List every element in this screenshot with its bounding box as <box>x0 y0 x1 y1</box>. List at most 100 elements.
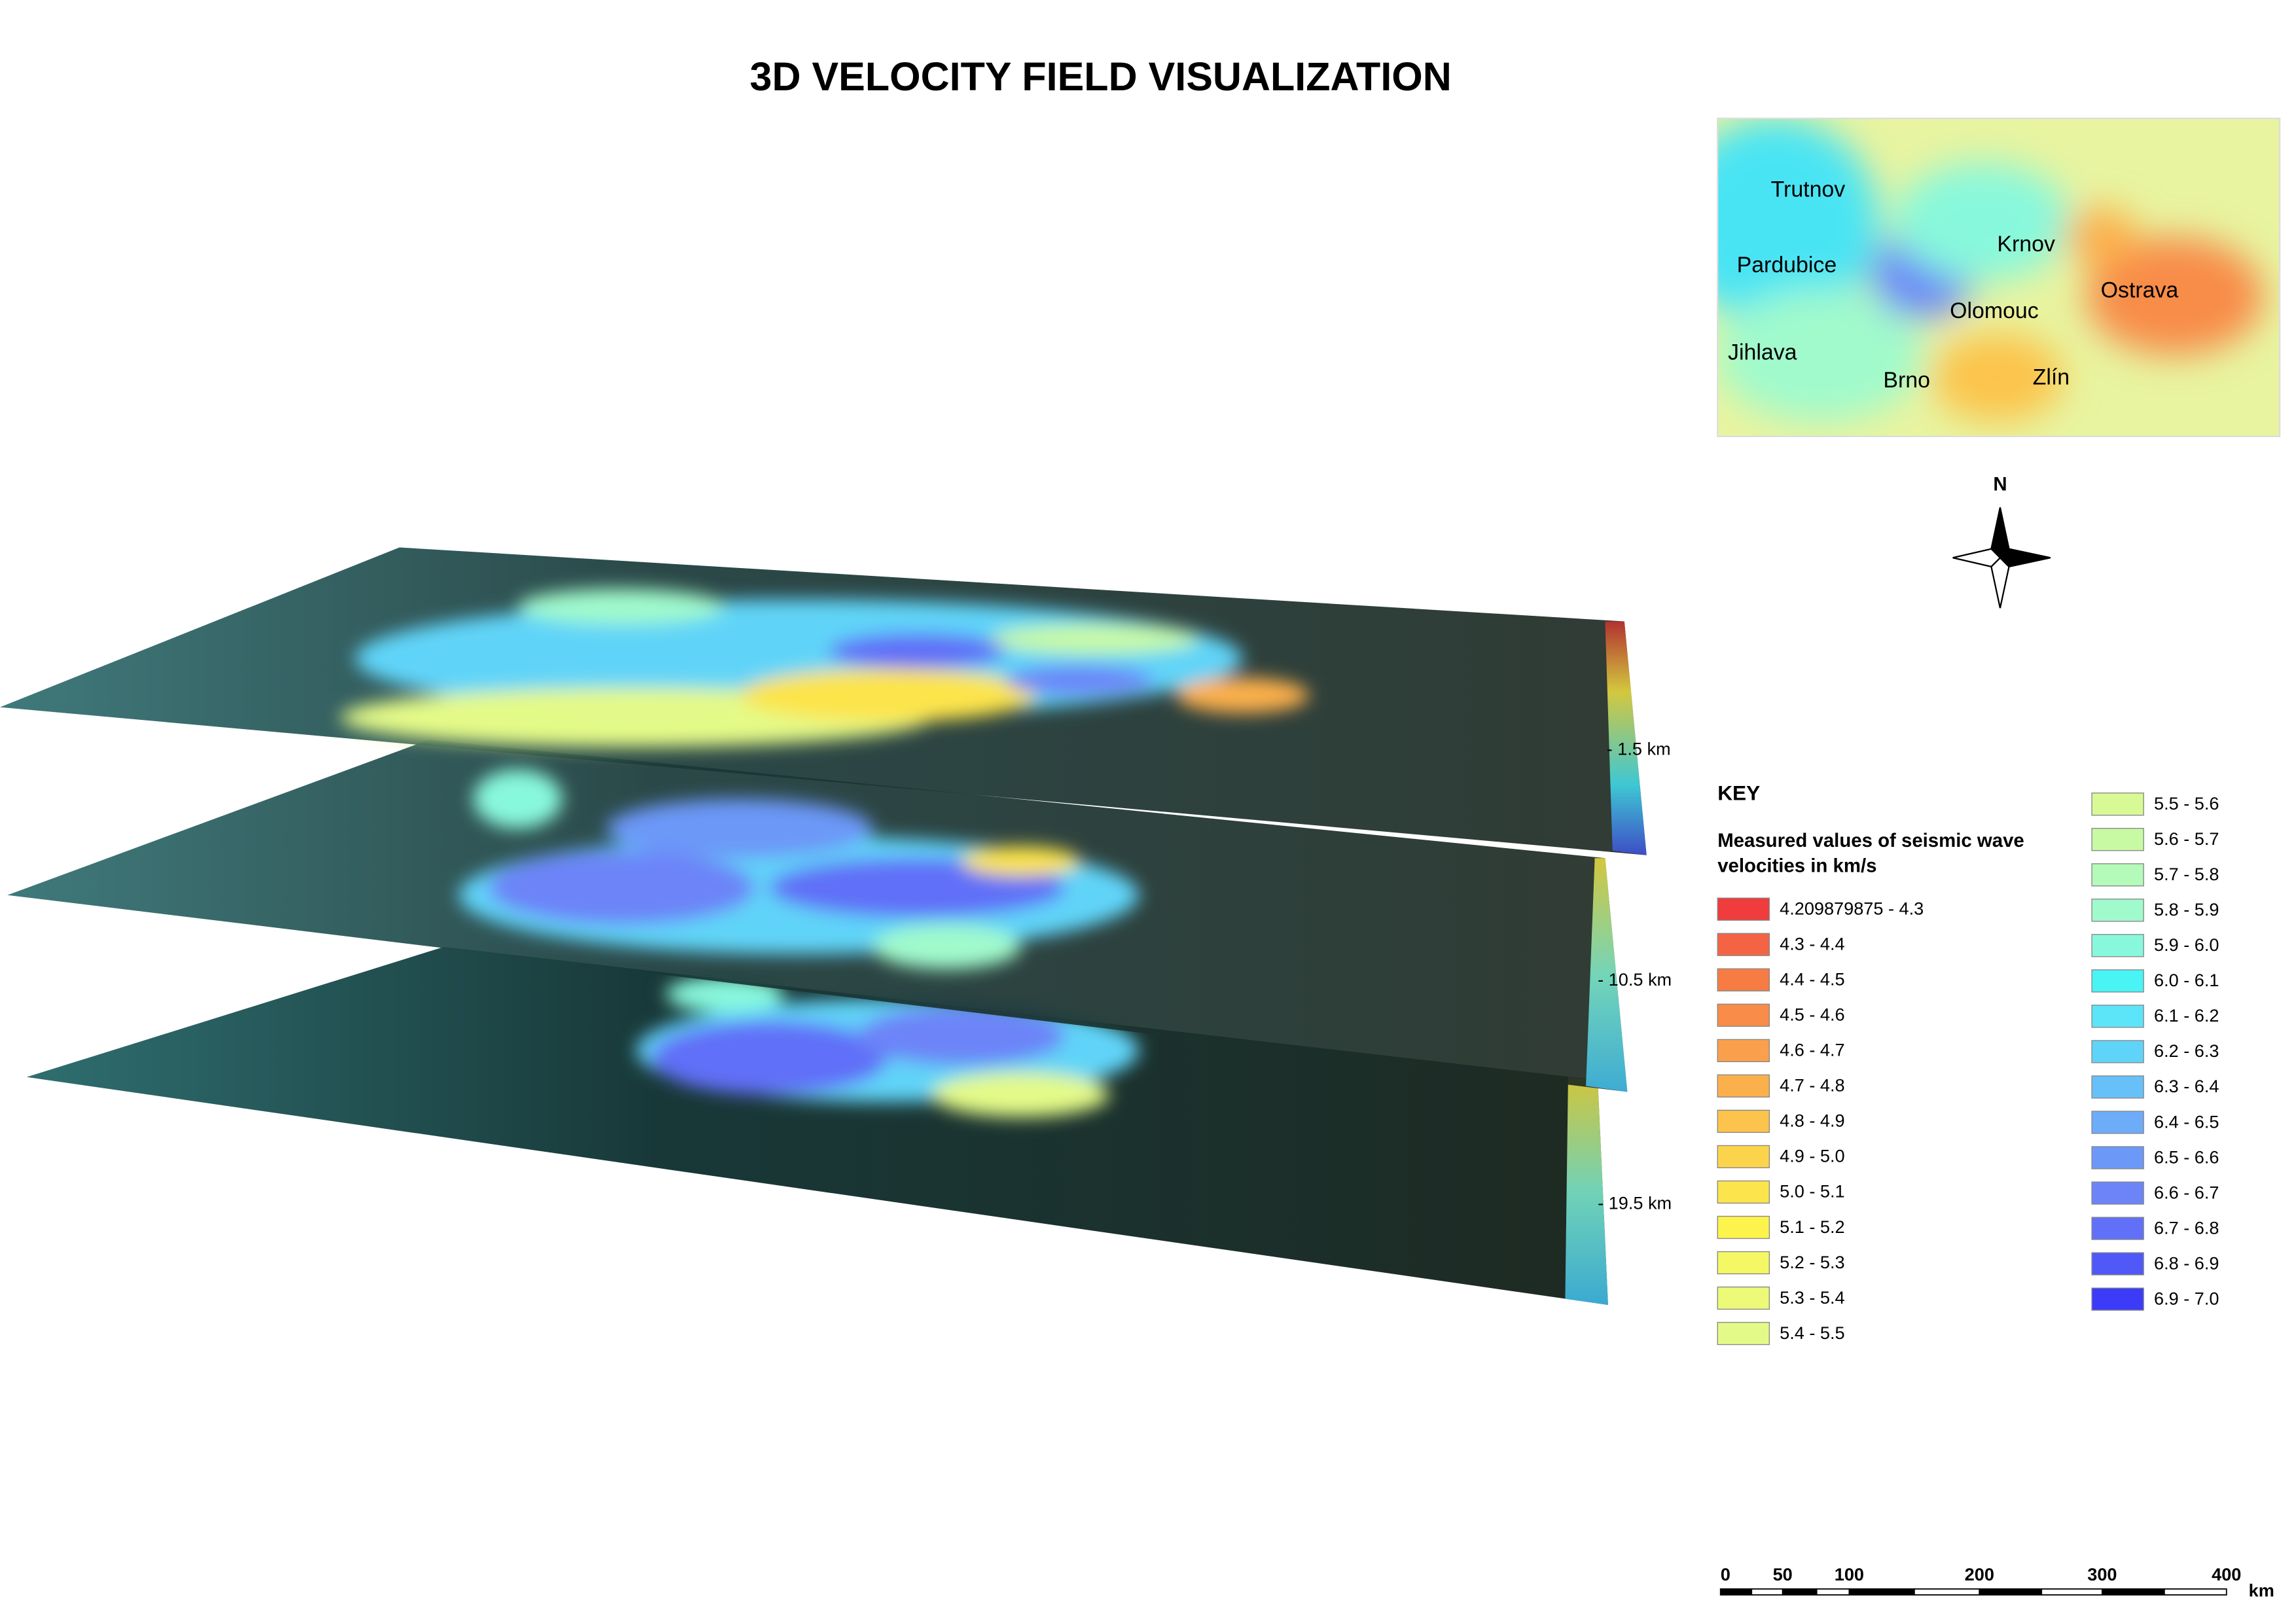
legend-label: 6.7 - 6.8 <box>2154 1217 2219 1238</box>
depth-label: - 19.5 km <box>1598 1192 1672 1213</box>
city-label: Jihlava <box>1728 340 1797 365</box>
legend-swatch <box>1717 897 1770 921</box>
legend-label: 6.2 - 6.3 <box>2154 1041 2219 1061</box>
legend-label: 4.4 - 4.5 <box>1780 969 1844 990</box>
legend-label: 4.6 - 4.7 <box>1780 1040 1844 1060</box>
city-label: Krnov <box>1997 232 2055 257</box>
legend-swatch <box>2091 828 2144 851</box>
legend-swatch <box>1717 1039 1770 1062</box>
legend-swatch <box>1717 1074 1770 1097</box>
scale-label: 100 <box>1835 1564 1864 1584</box>
layer-edge <box>1605 621 1647 855</box>
layer-field <box>458 769 1139 969</box>
legend-swatch <box>1717 1215 1770 1240</box>
legend-label: 6.9 - 7.0 <box>2154 1288 2219 1308</box>
legend-swatch <box>1717 1286 1770 1310</box>
legend-label: 6.8 - 6.9 <box>2154 1253 2219 1273</box>
legend-swatch <box>2091 1252 2144 1275</box>
city-label: Brno <box>1883 368 1930 393</box>
legend-label: 4.5 - 4.6 <box>1780 1005 1844 1025</box>
depth-label: - 1.5 km <box>1607 738 1671 758</box>
scale-label: 400 <box>2212 1564 2241 1584</box>
legend: 4.209879875 - 4.3 4.3 - 4.4 4.4 - 4.5 4.5 -… <box>1717 793 2219 1346</box>
legend-label: 4.7 - 4.8 <box>1780 1075 1844 1096</box>
legend-label: 5.4 - 5.5 <box>1780 1323 1844 1343</box>
legend-swatch <box>1717 1251 1770 1275</box>
scale-label: 200 <box>1965 1564 1994 1584</box>
scale-segment <box>1751 1588 1784 1596</box>
north-label: N <box>1993 473 2007 495</box>
scale-segment <box>2163 1588 2227 1596</box>
legend-swatch <box>2091 1287 2144 1311</box>
legend-swatch <box>2091 863 2144 887</box>
key-subtitle: velocities in km/s <box>1717 855 1876 877</box>
legend-label: 5.9 - 6.0 <box>2154 935 2219 955</box>
scale-unit: km <box>2249 1580 2274 1601</box>
scale-segment <box>1782 1588 1818 1596</box>
legend-swatch <box>1717 933 1770 956</box>
legend-label: 5.7 - 5.8 <box>2154 864 2219 884</box>
scale-segment <box>2101 1588 2165 1596</box>
layer-edge <box>1565 1077 1608 1305</box>
compass <box>1952 507 2051 609</box>
layer-edge <box>1586 858 1628 1092</box>
scale-segment <box>2041 1588 2103 1596</box>
legend-swatch <box>1717 1321 1770 1346</box>
legend-label: 6.4 - 6.5 <box>2154 1111 2219 1132</box>
legend-swatch <box>2091 1146 2144 1169</box>
city-label: Trutnov <box>1771 177 1846 202</box>
legend-label: 4.209879875 - 4.3 <box>1780 898 1924 918</box>
depth-label: - 10.5 km <box>1598 969 1672 990</box>
legend-label: 4.3 - 4.4 <box>1780 934 1844 954</box>
scale-label: 50 <box>1773 1564 1793 1584</box>
legend-swatch <box>1717 1003 1770 1027</box>
legend-swatch <box>2091 969 2144 993</box>
legend-swatch <box>1717 968 1770 991</box>
legend-swatch <box>2091 934 2144 957</box>
legend-swatch <box>1717 1145 1770 1169</box>
scale-segment <box>1816 1588 1850 1596</box>
legend-label: 5.2 - 5.3 <box>1780 1252 1844 1272</box>
scale-bar: 0 50 100 200 300 400 km <box>1719 1564 2274 1601</box>
layer-field <box>340 588 1310 747</box>
legend-label: 6.3 - 6.4 <box>2154 1076 2219 1096</box>
legend-swatch <box>2091 1040 2144 1063</box>
legend-label: 6.5 - 6.6 <box>2154 1147 2219 1167</box>
city-label: Olomouc <box>1950 298 2039 323</box>
legend-swatch <box>2091 1181 2144 1205</box>
legend-label: 5.1 - 5.2 <box>1780 1217 1844 1237</box>
city-labels: Trutnov Krnov Pardubice Ostrava Olomouc … <box>1728 177 2178 393</box>
inset-map <box>1717 118 2280 437</box>
legend-swatch <box>2091 899 2144 922</box>
legend-swatch <box>2091 1217 2144 1240</box>
layer-field <box>636 976 1139 1117</box>
legend-swatch <box>2091 1005 2144 1028</box>
scale-segment <box>1979 1588 2043 1596</box>
key-subtitle: Measured values of seismic wave <box>1717 830 2024 851</box>
velocity-layers <box>0 547 1647 1305</box>
legend-label: 4.9 - 5.0 <box>1780 1146 1844 1166</box>
legend-label: 5.6 - 5.7 <box>2154 829 2219 849</box>
scale-segment <box>1913 1588 1981 1596</box>
legend-label: 6.0 - 6.1 <box>2154 970 2219 990</box>
legend-label: 4.8 - 4.9 <box>1780 1111 1844 1131</box>
legend-label: 5.5 - 5.6 <box>2154 793 2219 813</box>
scale-label: 300 <box>2087 1564 2117 1584</box>
legend-swatch <box>2091 793 2144 816</box>
legend-label: 5.0 - 5.1 <box>1780 1181 1844 1202</box>
title: 3D VELOCITY FIELD VISUALIZATION <box>750 54 1452 99</box>
legend-label: 5.8 - 5.9 <box>2154 899 2219 919</box>
legend-swatch <box>1717 1180 1770 1204</box>
legend-swatch <box>1717 1109 1770 1133</box>
legend-label: 5.3 - 5.4 <box>1780 1287 1844 1308</box>
scale-label: 0 <box>1721 1564 1731 1584</box>
legend-swatch <box>2091 1075 2144 1099</box>
scale-segment <box>1848 1588 1915 1596</box>
inset-frame <box>1717 117 2281 438</box>
legend-label: 6.1 - 6.2 <box>2154 1005 2219 1026</box>
city-label: Ostrava <box>2101 277 2179 302</box>
scale-segment <box>1719 1588 1753 1596</box>
city-label: Pardubice <box>1737 253 1837 277</box>
